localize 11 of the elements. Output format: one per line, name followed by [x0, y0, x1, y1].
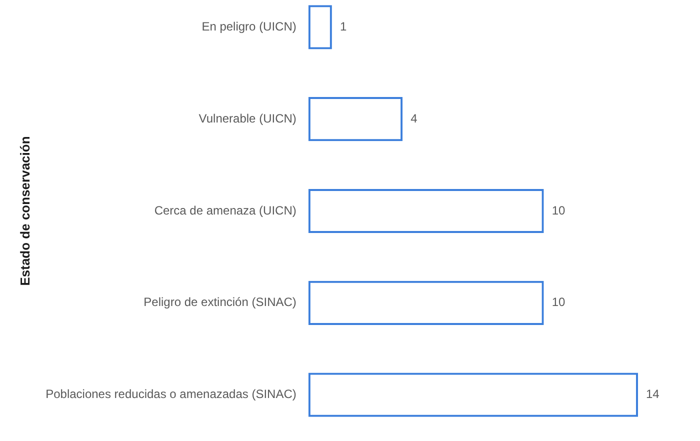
data-label: 10 — [552, 203, 566, 218]
y-tick-label: Peligro de extinción (SINAC) — [144, 295, 296, 310]
y-tick-label: En peligro (UICN) — [202, 19, 296, 34]
data-label: 1 — [340, 19, 347, 34]
data-label: 14 — [646, 387, 660, 402]
data-label: 10 — [552, 295, 566, 310]
y-tick-label: Poblaciones reducidas o amenazadas (SINAC) — [46, 387, 296, 402]
y-tick-label: Cerca de amenaza (UICN) — [154, 203, 296, 218]
y-tick-label: Vulnerable (UICN) — [198, 111, 296, 126]
data-label: 4 — [410, 111, 418, 126]
y-axis-title: Estado de conservación — [17, 136, 32, 286]
